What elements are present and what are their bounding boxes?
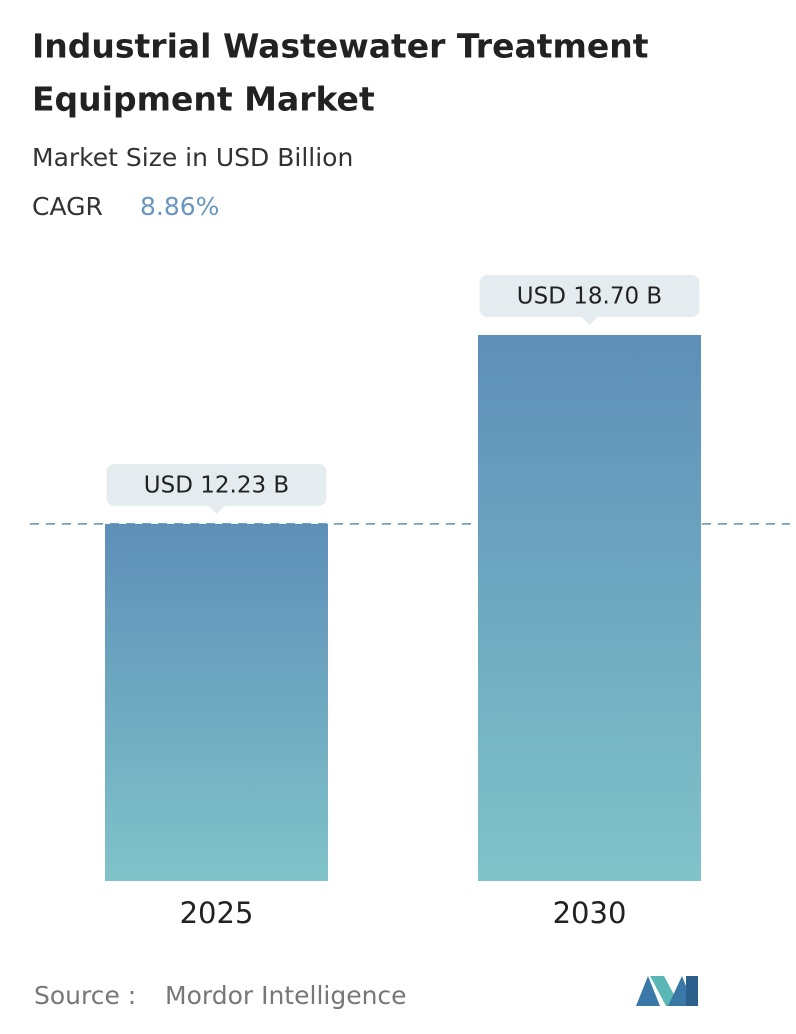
source: Mordor Intelligence [165, 981, 407, 1010]
x-tick-label: 2030 [553, 896, 627, 930]
chart-title-line1: Industrial Wastewater Treatment [32, 27, 649, 66]
value-label: USD 12.23 B [144, 472, 289, 498]
chart-subtitle: Market Size in USD Billion [32, 143, 353, 172]
value-callout [479, 275, 700, 317]
value-callout [106, 463, 327, 506]
x-tick-label: 2025 [180, 896, 254, 930]
chart-title-line2: Equipment Market [32, 80, 375, 119]
source-label: Source : [34, 981, 136, 1010]
bar [105, 523, 328, 881]
callout-pointer [208, 505, 225, 514]
value-label: USD 18.70 B [517, 284, 662, 310]
logo [636, 976, 698, 1006]
cagr-value: 8.86% [140, 192, 219, 221]
cagr-label: CAGR [32, 192, 103, 221]
bar [478, 335, 701, 881]
callout-pointer [581, 317, 598, 325]
